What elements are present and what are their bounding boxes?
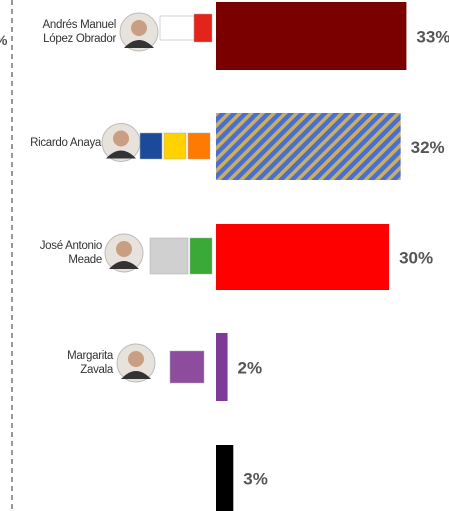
party-logo xyxy=(187,132,211,160)
category-label: Margarita Zavala xyxy=(67,350,113,376)
bar xyxy=(216,224,390,290)
party-logo xyxy=(149,237,189,275)
party-logo xyxy=(163,132,187,160)
category-label: Andrés Manuel López Obrador xyxy=(42,19,117,45)
value-label: 30% xyxy=(399,248,433,267)
photo-face xyxy=(113,130,129,147)
photo-body xyxy=(121,371,151,379)
party-logo xyxy=(139,132,163,160)
value-label: 33% xyxy=(416,27,449,46)
axis-label: % xyxy=(0,32,7,48)
bar xyxy=(216,2,407,70)
value-label: 2% xyxy=(238,358,263,377)
value-label: 32% xyxy=(411,138,445,157)
photo-body xyxy=(124,40,154,48)
bar xyxy=(216,445,234,511)
category-label: José Antonio Meade xyxy=(39,240,103,266)
photo-face xyxy=(116,241,132,257)
category-label: Ricardo Anaya xyxy=(30,136,101,149)
bar xyxy=(216,113,401,180)
party-logo xyxy=(193,13,213,43)
photo-body xyxy=(106,150,136,159)
photo-face xyxy=(131,20,147,36)
party-logo xyxy=(169,350,205,384)
photo-face xyxy=(128,351,144,367)
party-logo xyxy=(189,237,213,275)
value-label: 3% xyxy=(243,469,268,488)
photo-body xyxy=(109,261,139,269)
party-logo xyxy=(159,15,195,41)
bar xyxy=(216,333,228,401)
